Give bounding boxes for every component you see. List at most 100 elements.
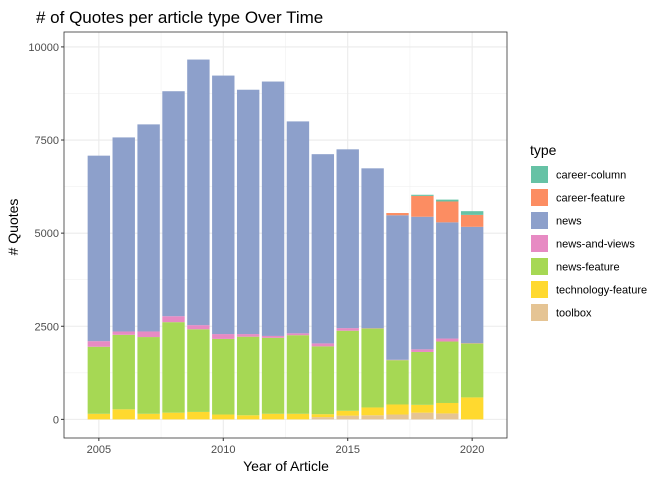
bar-segment-career-column xyxy=(460,211,484,215)
legend-key-news-and-views xyxy=(531,235,548,252)
bar-segment-news xyxy=(436,222,459,339)
bar-segment-news-feature xyxy=(187,329,210,412)
legend-key-technology-feature xyxy=(531,281,548,298)
bar-segment-news-and-views xyxy=(436,338,459,342)
bar-segment-technology-feature xyxy=(261,413,285,420)
x-tick-label: 2010 xyxy=(211,444,235,456)
bar-segment-news xyxy=(361,168,384,329)
bar-segment-news xyxy=(112,137,135,332)
bar-segment-news-feature xyxy=(436,341,459,403)
bar-segment-news xyxy=(187,59,210,326)
legend-key-news-feature xyxy=(531,258,548,275)
bar-segment-news-feature xyxy=(112,334,135,410)
y-axis: 0 2500 5000 7500 10000 xyxy=(28,42,64,426)
bar-segment-career-feature xyxy=(460,214,484,227)
bar-segment-news xyxy=(286,121,310,334)
chart-title: # of Quotes per article type Over Time xyxy=(36,8,323,27)
bar-segment-news-and-views xyxy=(87,341,111,347)
bar-segment-news xyxy=(336,149,359,329)
legend-key-career-column xyxy=(531,166,548,183)
bar-segment-news-feature xyxy=(361,328,384,408)
bar-segment-technology-feature xyxy=(137,413,160,420)
bar-segment-technology-feature xyxy=(212,414,235,420)
bar-segment-toolbox xyxy=(311,417,335,420)
bar-segment-technology-feature xyxy=(411,404,434,413)
legend-label-toolbox: toolbox xyxy=(556,308,592,320)
bar-segment-news-feature xyxy=(236,336,260,416)
legend-label-news-feature: news-feature xyxy=(556,262,620,274)
plot-border xyxy=(63,31,508,439)
bar-segment-news-feature xyxy=(336,330,359,411)
bar-segment-news-feature xyxy=(460,343,484,398)
bar-segment-news xyxy=(137,124,160,332)
legend-title: type xyxy=(530,142,557,158)
bar-segment-news xyxy=(386,215,409,360)
bar-segment-news-feature xyxy=(162,322,185,413)
bar-segment-technology-feature xyxy=(361,407,384,416)
bar-segment-news-and-views xyxy=(162,316,185,323)
y-tick-label: 2500 xyxy=(35,321,59,333)
bar-segment-news-feature xyxy=(87,346,111,414)
bar-segment-news xyxy=(212,75,235,335)
bar-segment-toolbox xyxy=(361,415,384,420)
bar-segment-career-column xyxy=(436,199,459,202)
bar-segment-news-feature xyxy=(411,351,434,405)
bar-segment-news-feature xyxy=(137,337,160,414)
bar-segment-news xyxy=(162,91,185,317)
bar-segment-news-and-views xyxy=(112,331,135,335)
bar-segment-news-and-views xyxy=(261,335,285,338)
x-tick-label: 2015 xyxy=(335,444,359,456)
bar-segment-toolbox xyxy=(386,414,409,420)
bar-segment-news-and-views xyxy=(137,331,160,338)
bar-segment-technology-feature xyxy=(112,409,135,420)
x-tick-label: 2020 xyxy=(460,444,484,456)
bar-segment-news-and-views xyxy=(212,334,235,339)
bar-segment-news-feature xyxy=(311,346,335,415)
bar-segment-career-feature xyxy=(386,213,409,216)
bar-segment-career-column xyxy=(411,194,434,196)
bar-segment-technology-feature xyxy=(336,410,359,416)
legend-label-career-feature: career-feature xyxy=(556,193,625,205)
bar-segment-technology-feature xyxy=(386,404,409,415)
bar-segment-technology-feature xyxy=(162,412,185,420)
legend-key-news xyxy=(531,212,548,229)
bar-segment-news-feature xyxy=(286,335,310,414)
bar-segment-news-and-views xyxy=(336,328,359,331)
bar-segment-news xyxy=(261,81,285,336)
y-tick-label: 0 xyxy=(53,414,59,426)
bar-segment-news xyxy=(411,216,434,350)
bar-segment-technology-feature xyxy=(187,411,210,420)
bar-segment-news-and-views xyxy=(411,349,434,352)
legend-key-toolbox xyxy=(531,304,548,321)
x-axis-title: Year of Article xyxy=(243,458,329,474)
bar-segment-news-and-views xyxy=(311,343,335,347)
bar-segment-news xyxy=(460,226,484,344)
bar-segment-technology-feature xyxy=(311,414,335,418)
bars xyxy=(87,59,484,420)
legend-key-career-feature xyxy=(531,189,548,206)
bar-segment-career-feature xyxy=(411,195,434,217)
bar-segment-news-feature xyxy=(386,360,409,405)
bar-segment-technology-feature xyxy=(460,397,484,420)
y-tick-label: 10000 xyxy=(28,42,59,54)
y-tick-label: 7500 xyxy=(35,135,59,147)
bar-segment-toolbox xyxy=(436,413,459,420)
bar-segment-news xyxy=(311,154,335,344)
x-tick-label: 2005 xyxy=(87,444,111,456)
y-tick-label: 5000 xyxy=(35,228,59,240)
bar-segment-news-and-views xyxy=(187,325,210,330)
bar-segment-technology-feature xyxy=(236,415,260,420)
bar-segment-news xyxy=(87,155,111,342)
bar-segment-technology-feature xyxy=(436,402,459,414)
bar-segment-news-and-views xyxy=(286,333,310,336)
legend: type career-column career-feature news news… xyxy=(530,142,647,321)
bar-segment-news-feature xyxy=(212,338,235,415)
bar-segment-technology-feature xyxy=(286,413,310,420)
bar-segment-technology-feature xyxy=(87,413,111,420)
bar-segment-news xyxy=(236,89,260,335)
bar-segment-toolbox xyxy=(411,412,434,420)
bar-segment-news-and-views xyxy=(236,334,260,337)
legend-label-news: news xyxy=(556,216,582,228)
legend-label-news-and-views: news-and-views xyxy=(556,239,635,251)
